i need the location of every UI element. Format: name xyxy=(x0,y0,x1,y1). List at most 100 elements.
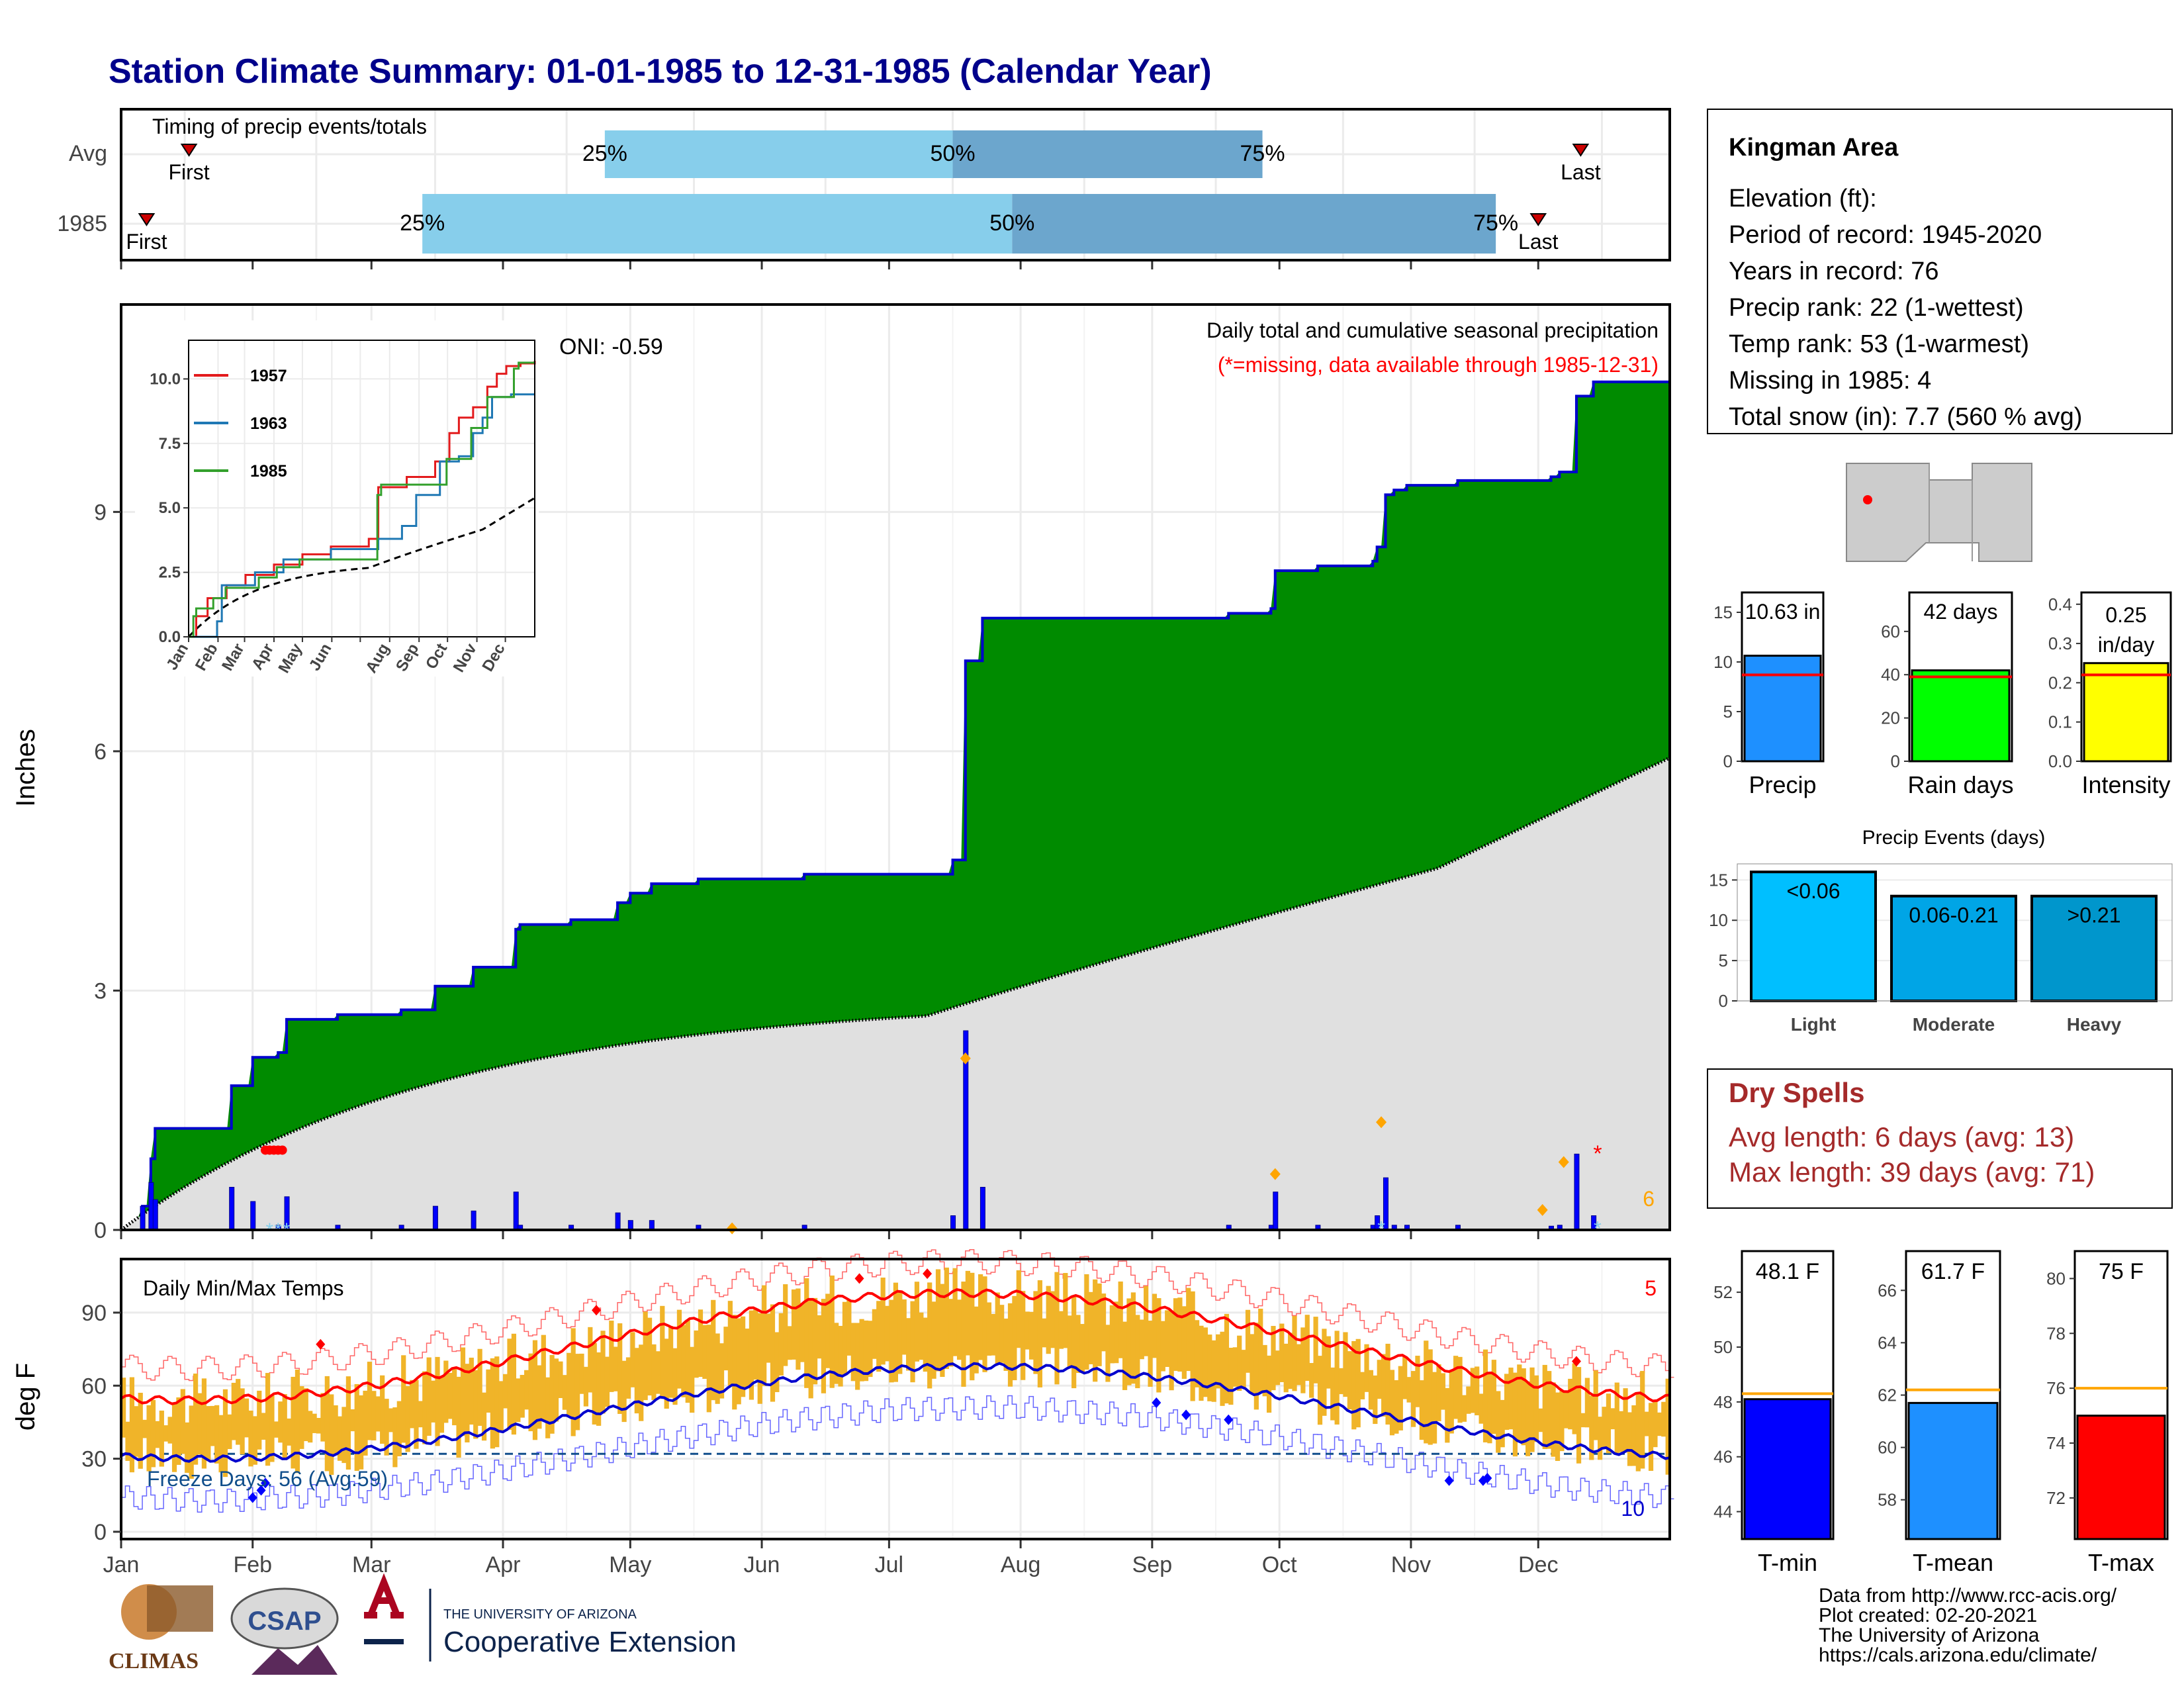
temp-daily-bar xyxy=(282,1394,287,1460)
temp-daily-bar xyxy=(1275,1350,1280,1385)
timing-q75-label: 75% xyxy=(1240,141,1285,166)
temp-daily-bar xyxy=(303,1388,308,1442)
temp-daily-bar xyxy=(1190,1291,1195,1401)
temp-daily-bar xyxy=(1228,1348,1234,1405)
temp-daily-bar xyxy=(1653,1401,1658,1448)
temp-daily-bar xyxy=(706,1325,711,1413)
timing-row-avg-label: Avg xyxy=(69,141,107,166)
temp-daily-bar xyxy=(1194,1320,1200,1387)
temp-daily-bar xyxy=(1050,1291,1056,1348)
state-borders xyxy=(1929,463,1973,561)
record-low-line xyxy=(121,1395,1674,1513)
temp-daily-bar xyxy=(1028,1311,1034,1360)
temp-daily-bar xyxy=(193,1374,199,1465)
summary-y-tick-label: 40 xyxy=(1881,665,1900,684)
temp-daily-bar xyxy=(473,1370,478,1439)
temp-daily-bar xyxy=(371,1391,377,1440)
record-low-marker xyxy=(1444,1475,1454,1486)
dry-spells-frame xyxy=(1707,1068,2173,1209)
temp-daily-bar xyxy=(507,1338,512,1430)
temp-daily-bar xyxy=(588,1327,593,1393)
temp-daily-bar xyxy=(1033,1291,1038,1374)
temp-daily-bar xyxy=(1326,1336,1331,1389)
temp-daily-bar xyxy=(185,1422,190,1473)
temp-daily-bar xyxy=(418,1401,423,1428)
temp-daily-bar xyxy=(1436,1364,1441,1421)
temp-daily-bar xyxy=(1440,1373,1446,1410)
timing-q25-label: 25% xyxy=(400,211,445,236)
temp-daily-bar xyxy=(592,1342,597,1425)
station-location-dot xyxy=(1863,495,1872,504)
temp-daily-bar xyxy=(855,1323,860,1390)
summary-y-tick-label: 0.2 xyxy=(2048,673,2072,692)
precip-y-tick-label: 9 xyxy=(94,500,107,525)
temp-daily-bar xyxy=(414,1380,419,1449)
precip-daily-bar xyxy=(152,1199,158,1231)
record-high-marker xyxy=(592,1305,602,1316)
temp-daily-bar xyxy=(1568,1378,1573,1430)
temp-daily-bar xyxy=(1071,1295,1077,1389)
temp-daily-bar xyxy=(1466,1386,1471,1414)
temp-daily-bar xyxy=(1394,1380,1399,1434)
temp-daily-bar xyxy=(1224,1313,1230,1404)
temp-daily-bar xyxy=(583,1366,589,1407)
temp-daily-bar xyxy=(567,1352,572,1418)
temp-daily-bar xyxy=(388,1408,394,1432)
temp-daily-bar xyxy=(617,1323,623,1414)
temp-daily-bar xyxy=(299,1386,304,1449)
temp-daily-bar xyxy=(1042,1318,1047,1348)
month-tick-label: Jun xyxy=(744,1552,780,1577)
temp-daily-bar xyxy=(1521,1368,1526,1446)
inset-legend-label: 1963 xyxy=(250,414,287,433)
precip-frame xyxy=(120,303,1671,1231)
events-bar xyxy=(1750,870,1877,1003)
events-bar xyxy=(1890,894,2017,1003)
temp-daily-bar xyxy=(978,1274,983,1360)
temp-daily-bar xyxy=(1640,1371,1645,1469)
temp-daily-bar xyxy=(804,1278,809,1388)
temp-daily-bar xyxy=(308,1411,313,1443)
temp-daily-bar xyxy=(1343,1332,1348,1397)
temp-daily-bar xyxy=(558,1361,563,1399)
temp-daily-bar xyxy=(817,1315,822,1359)
temp-daily-bar xyxy=(770,1304,776,1402)
temp-daily-bar xyxy=(295,1369,300,1474)
temp-daily-bar xyxy=(711,1299,716,1401)
temp-daily-bar xyxy=(1589,1395,1594,1460)
temp-daily-bar xyxy=(868,1321,873,1378)
temp-daily-bar xyxy=(676,1309,682,1389)
temp-daily-bar xyxy=(1432,1372,1437,1444)
station-info-box: Kingman Area Elevation (ft): Period of r… xyxy=(1707,109,2173,434)
inset-y-tick-label: 10.0 xyxy=(150,370,181,388)
temp-daily-bar xyxy=(1063,1273,1068,1348)
precip-y-axis: 0 3 6 9 xyxy=(94,500,121,1243)
temp-daily-bar xyxy=(380,1375,385,1444)
temp-daily-bar xyxy=(146,1405,152,1472)
temp-daily-bar xyxy=(715,1333,720,1404)
temp-daily-bar xyxy=(944,1267,949,1370)
temp-daily-bar xyxy=(273,1421,279,1438)
summary-category-label: Rain days xyxy=(1907,771,2013,798)
temp-daily-bar xyxy=(516,1378,521,1423)
temp-daily-bar xyxy=(452,1367,457,1426)
temp-daily-bar xyxy=(401,1355,406,1443)
record-low-marker xyxy=(260,1477,270,1489)
temp-daily-bar xyxy=(528,1353,533,1432)
temp-daily-bar xyxy=(1058,1311,1064,1349)
temp-daily-bar xyxy=(142,1419,148,1438)
temp-daily-bar xyxy=(1598,1417,1603,1460)
normal-max-line xyxy=(120,1288,1670,1405)
csap-logo: CSAP xyxy=(230,1587,339,1675)
temp-daily-bar xyxy=(1288,1333,1293,1389)
temp-daily-bar xyxy=(329,1394,334,1476)
temp-y-tick-label: 0 xyxy=(94,1520,107,1545)
temp-daily-bar xyxy=(863,1320,869,1382)
temp-daily-bar xyxy=(231,1382,236,1440)
temp-daily-bar xyxy=(316,1417,322,1434)
precip-daily-bar xyxy=(649,1220,655,1231)
inset-y-axis: 0.0 2.5 5.0 7.5 10.0 xyxy=(150,370,189,646)
temp-daily-bar xyxy=(736,1318,741,1405)
temp-daily-bar xyxy=(791,1289,797,1360)
temp-daily-bar xyxy=(664,1338,669,1409)
